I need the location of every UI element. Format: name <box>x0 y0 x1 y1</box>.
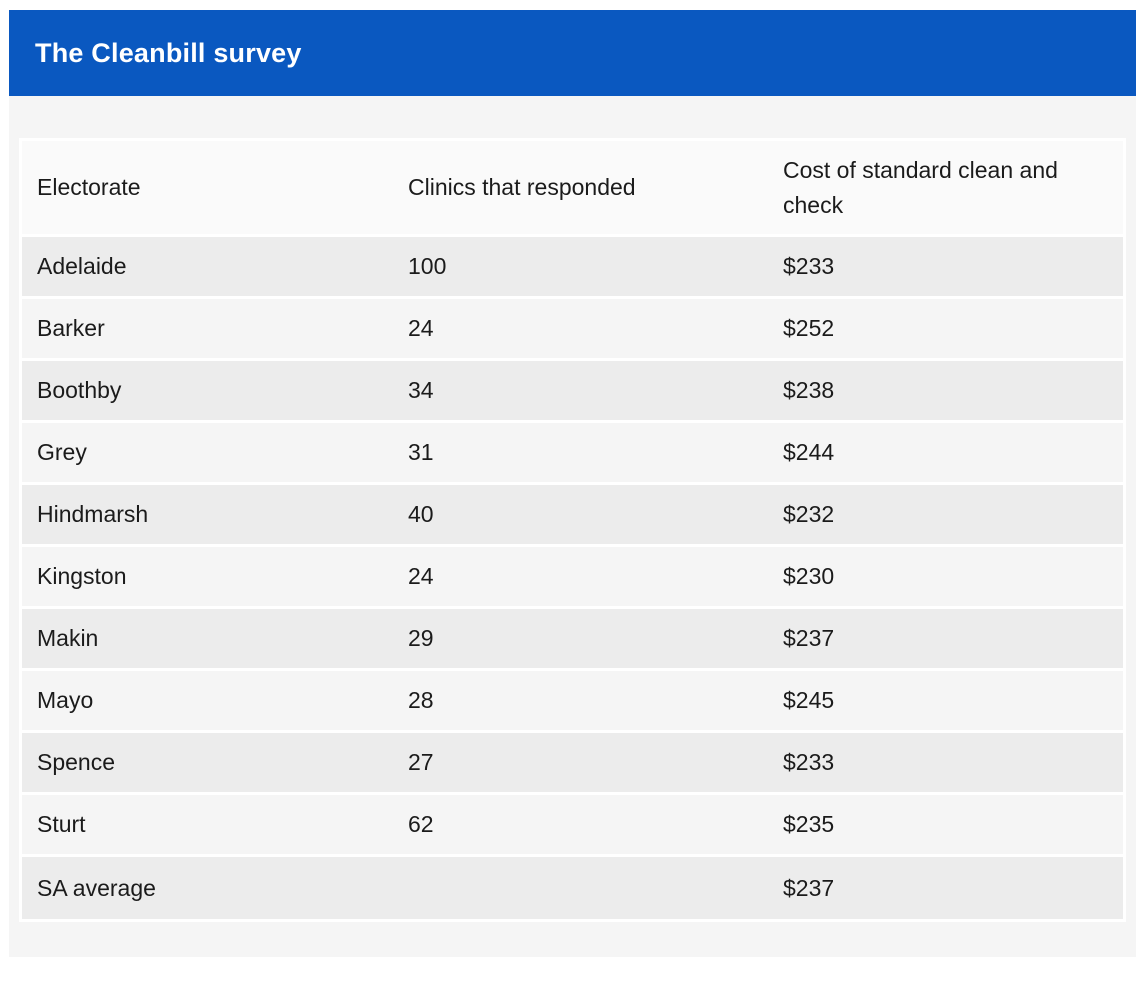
cell-cost: $237 <box>783 625 835 651</box>
cell-cost: $238 <box>783 377 835 403</box>
cell-electorate: Makin <box>37 625 99 651</box>
column-header-electorate: Electorate <box>37 174 141 200</box>
cell-cost: $233 <box>783 749 835 775</box>
table-row: SA average $237 <box>22 857 1123 919</box>
table-row: Makin 29 $237 <box>22 609 1123 668</box>
cell-clinics: 24 <box>408 315 434 341</box>
cell-electorate: Mayo <box>37 687 94 713</box>
cell-electorate: Hindmarsh <box>37 501 149 527</box>
cell-clinics: 100 <box>408 253 447 279</box>
cell-electorate: Sturt <box>37 811 86 837</box>
cell-cost: $245 <box>783 687 835 713</box>
cell-clinics: 28 <box>408 687 434 713</box>
column-header-clinics: Clinics that responded <box>408 174 636 200</box>
table-row: Boothby 34 $238 <box>22 361 1123 420</box>
cell-cost: $230 <box>783 563 835 589</box>
cell-electorate: Barker <box>37 315 105 341</box>
cell-electorate: Boothby <box>37 377 122 403</box>
cell-cost: $233 <box>783 253 835 279</box>
cell-clinics: 31 <box>408 439 434 465</box>
cell-clinics <box>393 857 768 919</box>
survey-table: Electorate Clinics that responded Cost o… <box>19 138 1126 922</box>
table-row: Mayo 28 $245 <box>22 671 1123 730</box>
table-row: Kingston 24 $230 <box>22 547 1123 606</box>
table-row: Grey 31 $244 <box>22 423 1123 482</box>
widget-title-bar: The Cleanbill survey <box>9 10 1136 96</box>
widget-title: The Cleanbill survey <box>35 37 302 68</box>
table-body: Adelaide 100 $233 Barker 24 $252 Boothby… <box>22 237 1123 919</box>
cell-electorate: SA average <box>37 874 156 901</box>
table-row: Hindmarsh 40 $232 <box>22 485 1123 544</box>
cleanbill-survey-widget: The Cleanbill survey Electorate Clinics … <box>9 10 1136 957</box>
cell-cost: $244 <box>783 439 835 465</box>
cell-cost: $237 <box>783 874 835 901</box>
cell-cost: $232 <box>783 501 835 527</box>
column-header-cost: Cost of standard clean and check <box>783 156 1058 218</box>
cell-clinics: 24 <box>408 563 434 589</box>
table-row: Barker 24 $252 <box>22 299 1123 358</box>
table-row: Adelaide 100 $233 <box>22 237 1123 296</box>
cell-clinics: 29 <box>408 625 434 651</box>
cell-cost: $235 <box>783 811 835 837</box>
cell-clinics: 40 <box>408 501 434 527</box>
cell-electorate: Spence <box>37 749 116 775</box>
table-row: Sturt 62 $235 <box>22 795 1123 854</box>
cell-electorate: Kingston <box>37 563 127 589</box>
cell-cost: $252 <box>783 315 835 341</box>
cell-clinics: 34 <box>408 377 434 403</box>
cell-clinics: 62 <box>408 811 434 837</box>
cell-electorate: Adelaide <box>37 253 127 279</box>
table-row: Spence 27 $233 <box>22 733 1123 792</box>
table-header-row: Electorate Clinics that responded Cost o… <box>22 141 1123 234</box>
cell-electorate: Grey <box>37 439 87 465</box>
cell-clinics: 27 <box>408 749 434 775</box>
